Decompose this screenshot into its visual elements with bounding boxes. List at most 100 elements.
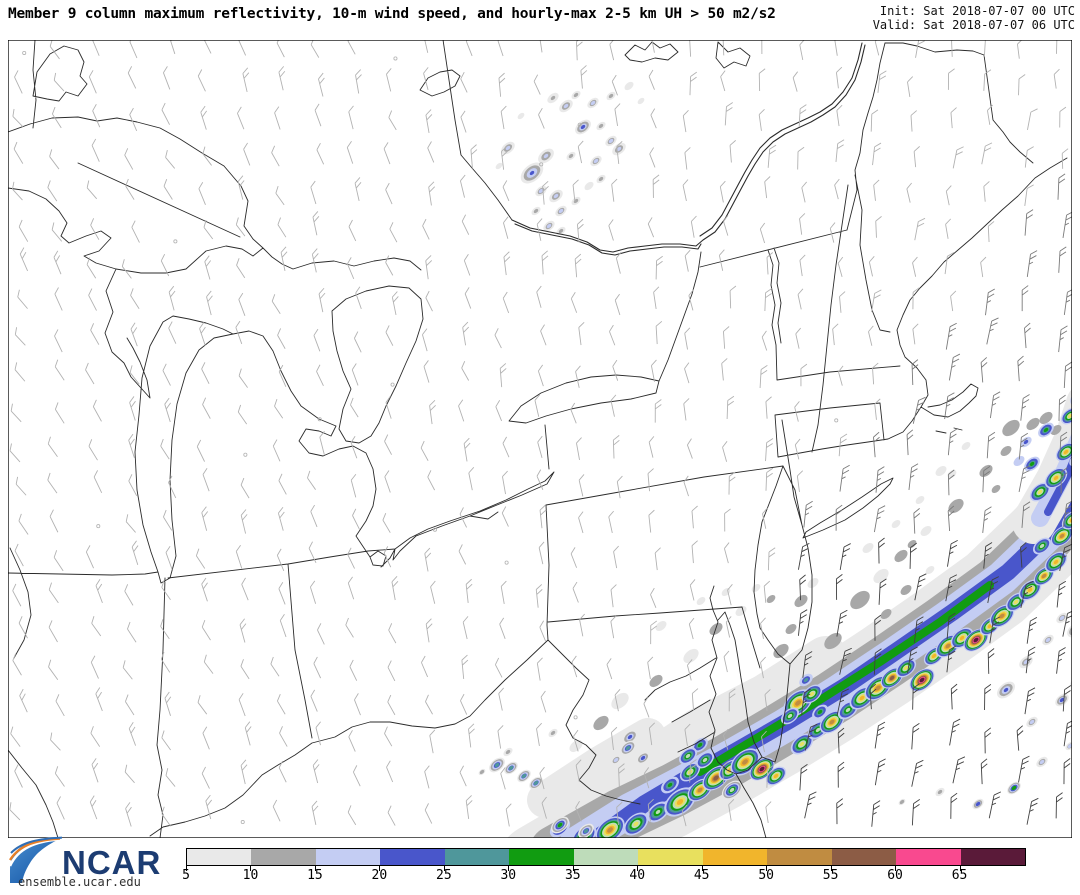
storm-cell-ring — [584, 181, 594, 191]
storm-cell-ring — [479, 769, 485, 775]
wind-barb-icon — [12, 181, 23, 201]
wind-barb-icon — [201, 506, 209, 531]
reflectivity-patch — [1039, 411, 1053, 425]
wind-barb-icon — [270, 656, 280, 677]
wind-barb-icon — [160, 652, 171, 673]
wind-barb-icon — [495, 657, 503, 678]
reflectivity-patch — [696, 596, 706, 606]
wind-barb-icon — [385, 325, 394, 346]
wind-barb-icon — [86, 180, 98, 200]
storm-cell-ring — [1023, 439, 1029, 445]
wind-barb-icon — [765, 438, 774, 462]
storm-cell-ring — [1072, 392, 1080, 404]
wind-barb-icon — [794, 401, 800, 422]
wind-barb-icon — [355, 286, 362, 310]
wind-barb-icon — [574, 253, 582, 278]
wind-barb-icon — [909, 542, 917, 569]
wind-barb-icon — [470, 144, 478, 169]
wind-barb-icon — [729, 140, 736, 163]
wind-barb-icon — [14, 543, 24, 567]
wind-barb-icon — [541, 250, 549, 275]
colorbar-tick-label: 60 — [887, 868, 903, 883]
wind-barb-icon — [124, 148, 134, 170]
storm-cell-ring — [557, 822, 563, 828]
wind-barb-icon — [573, 729, 579, 752]
wind-barb-icon — [799, 764, 808, 791]
wind-barb-icon — [606, 658, 613, 680]
wind-barb-icon — [350, 473, 357, 498]
storm-cell-ring — [1072, 627, 1078, 633]
wind-barb-icon — [391, 576, 399, 601]
wind-barb-icon — [308, 541, 317, 564]
wind-barb-icon — [387, 660, 396, 682]
wind-barb-icon — [720, 70, 726, 92]
storm-cell-ring — [1037, 489, 1043, 495]
wind-barb-icon — [612, 434, 620, 459]
wind-barb-icon — [1056, 580, 1067, 608]
wind-barb-icon — [609, 324, 616, 346]
wind-barb-icon — [168, 285, 176, 311]
wind-barb-icon — [461, 361, 470, 381]
calm-wind-icon — [390, 382, 395, 387]
storm-cell-ring — [1071, 678, 1080, 687]
storm-cell-ring — [937, 789, 943, 795]
wind-barb-icon — [500, 105, 507, 130]
wind-barb-icon — [689, 71, 698, 96]
storm-cell-ring — [742, 759, 748, 765]
colorbar-tick-label: 40 — [629, 868, 646, 883]
wind-barb-icon — [907, 76, 914, 97]
wind-barb-icon — [203, 220, 214, 240]
wind-barb-icon — [577, 140, 584, 164]
wind-barb-icon — [1062, 685, 1072, 712]
wind-barb-icon — [387, 805, 396, 826]
valid-time: Valid: Sat 2018-07-07 06 UTC — [872, 18, 1075, 32]
wind-barb-icon — [836, 688, 850, 716]
wind-barb-icon — [761, 730, 767, 753]
wind-barb-icon — [502, 436, 510, 458]
wind-barb-icon — [1063, 758, 1071, 785]
wind-barb-icon — [278, 473, 287, 495]
wind-barb-icon — [199, 322, 206, 346]
wind-barb-icon — [385, 255, 394, 276]
colorbar-tick-label: 25 — [436, 868, 452, 883]
reflectivity-patch — [593, 715, 609, 731]
reflectivity-patch — [961, 441, 971, 451]
wind-barb-icon — [610, 615, 617, 639]
reflectivity-patch — [569, 739, 583, 753]
wind-barb-icon — [277, 328, 286, 349]
wind-barb-icon — [347, 257, 355, 280]
wind-barb-icon — [870, 109, 879, 132]
wind-barb-icon — [613, 545, 619, 569]
reflectivity-patch — [766, 594, 776, 604]
wind-barb-icon — [983, 40, 992, 57]
reflectivity-patch — [683, 648, 699, 664]
wind-barb-icon — [85, 545, 94, 569]
calm-wind-icon — [393, 56, 398, 61]
wind-barb-icon — [458, 544, 467, 565]
wind-barb-icon — [313, 656, 322, 679]
coastlines-borders — [8, 40, 1068, 838]
wind-barb-icon — [423, 360, 430, 383]
storm-cell-ring — [959, 635, 965, 641]
wind-barb-icon — [460, 693, 468, 715]
wind-barb-icon — [868, 256, 875, 277]
wind-barb-icon — [310, 504, 318, 528]
colorbar-tick-label: 50 — [758, 868, 774, 883]
wind-barb-icon — [1024, 209, 1034, 236]
wind-barb-icon — [128, 722, 137, 746]
wind-barb-icon — [127, 621, 137, 643]
wind-barb-icon — [1020, 394, 1030, 421]
wind-barb-icon — [797, 288, 804, 310]
wind-barb-icon — [1063, 288, 1072, 315]
storm-cell-ring — [676, 799, 684, 805]
storm-cell-ring — [546, 223, 552, 229]
wind-barb-icon — [202, 467, 210, 492]
wind-barb-icon — [837, 761, 845, 788]
wind-barb-icon — [499, 617, 506, 639]
calm-wind-icon — [577, 122, 582, 127]
wind-barb-icon — [277, 217, 287, 238]
wind-barb-icon — [759, 222, 766, 244]
wind-barb-icon — [947, 68, 955, 90]
wind-barb-icon — [347, 805, 357, 826]
wind-barb-icon — [986, 317, 999, 345]
